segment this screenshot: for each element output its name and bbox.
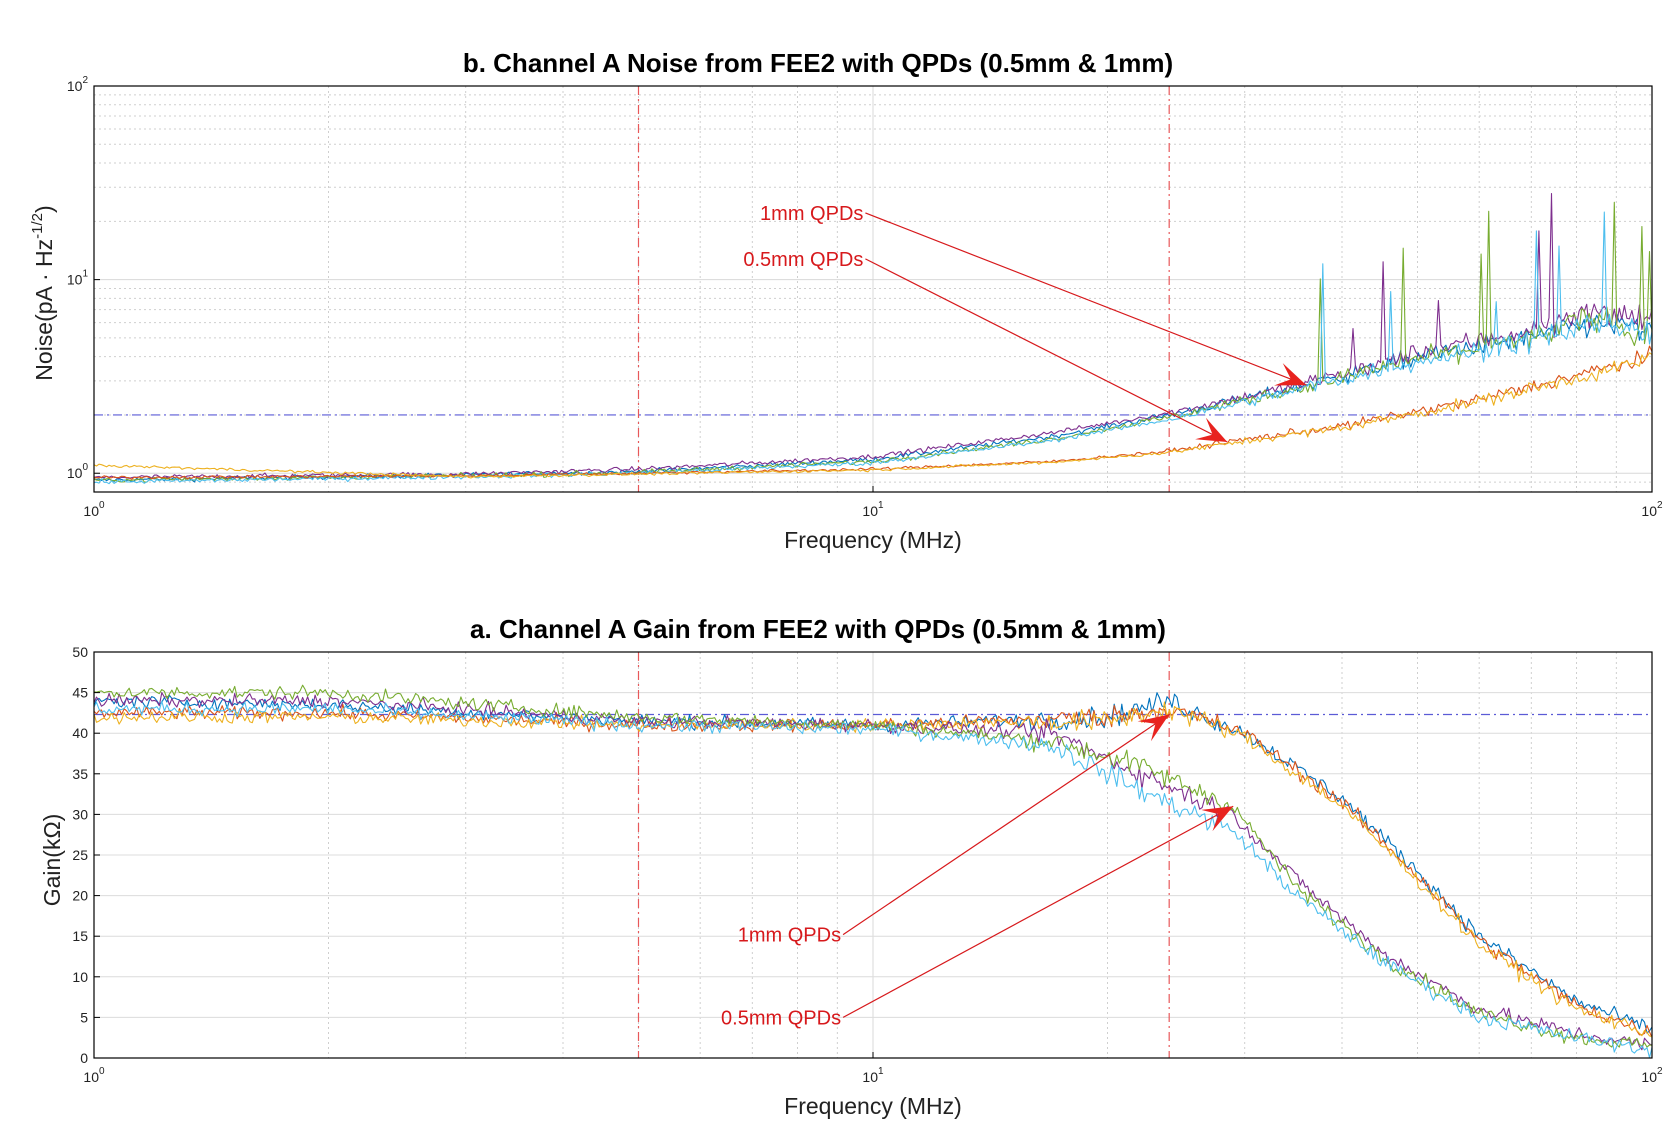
- noise-annotation-arrow-line: [865, 258, 1228, 443]
- gain-annotation-arrow-line: [842, 805, 1234, 1018]
- gain-chart: a. Channel A Gain from FEE2 with QPDs (0…: [39, 614, 1663, 1119]
- gain-series: [93, 684, 1653, 1059]
- noise-series-line-05mm-5: [93, 352, 1653, 479]
- gain-annotation-arrowhead: [1201, 806, 1234, 832]
- noise-x-tick-label: 101: [862, 500, 884, 519]
- gain-x-tick-label: 100: [83, 1066, 105, 1085]
- gain-y-tick-label: 40: [72, 725, 88, 741]
- gain-annotation-label: 0.5mm QPDs: [721, 1007, 841, 1029]
- gain-y-tick-label: 15: [72, 928, 88, 944]
- noise-annotation-arrowhead: [1274, 363, 1307, 386]
- noise-annotation-label: 1mm QPDs: [760, 203, 863, 225]
- noise-annotations: 1mm QPDs 0.5mm QPDs: [743, 203, 1307, 443]
- noise-x-axis-label: Frequency (MHz): [784, 527, 962, 553]
- gain-x-tick-label: 101: [862, 1066, 884, 1085]
- gain-annotation-label: 1mm QPDs: [738, 925, 841, 947]
- gain-series-line-05mm-3: [93, 692, 1653, 1051]
- gain-series-line-05mm-5: [93, 700, 1653, 1059]
- noise-series-line-1mm-3: [93, 211, 1653, 485]
- noise-y-axis-label-end: ): [31, 205, 57, 213]
- gain-series-line-05mm-4: [93, 684, 1653, 1048]
- gain-y-tick-label: 30: [72, 806, 88, 822]
- noise-y-axis-label: Noise(pA · Hz-1/2): [29, 205, 57, 380]
- noise-series-line-05mm-4: [93, 345, 1653, 480]
- noise-grid: [94, 86, 1652, 492]
- noise-annotation-label: 0.5mm QPDs: [743, 249, 863, 271]
- noise-tick-labels: 100 101 102 100 101 102: [67, 75, 1663, 519]
- gain-reference-lines: [94, 652, 1652, 1058]
- gain-y-tick-label: 0: [80, 1050, 88, 1066]
- gain-y-tick-label: 35: [72, 766, 88, 782]
- noise-y-tick-label: 101: [67, 269, 89, 288]
- noise-y-axis-label-sup: -1/2: [29, 213, 46, 239]
- noise-x-tick-label: 102: [1641, 500, 1663, 519]
- noise-chart-title: b. Channel A Noise from FEE2 with QPDs (…: [463, 48, 1173, 78]
- noise-reference-lines: [94, 86, 1652, 492]
- noise-x-tick-label: 100: [83, 500, 105, 519]
- noise-chart: b. Channel A Noise from FEE2 with QPDs (…: [29, 48, 1663, 553]
- gain-grid: [94, 652, 1652, 1058]
- noise-annotation-arrow-line: [865, 212, 1307, 386]
- gain-y-tick-label: 5: [80, 1009, 88, 1025]
- gain-tick-labels: 100 101 102 0 5 10 15 20 25 30 35 40 45 50: [72, 644, 1663, 1085]
- noise-y-tick-label: 100: [67, 462, 89, 481]
- gain-annotation-arrowhead: [1137, 714, 1170, 742]
- noise-y-tick-label: 102: [67, 75, 89, 94]
- gain-y-axis-label: Gain(kΩ): [39, 814, 65, 907]
- noise-annotation-arrowhead: [1195, 417, 1228, 442]
- gain-y-tick-label: 20: [72, 888, 88, 904]
- noise-y-axis-label-main: Noise(pA · Hz: [31, 239, 57, 381]
- gain-annotation-arrow-line: [842, 714, 1170, 936]
- gain-y-tick-label: 45: [72, 685, 88, 701]
- gain-annotations: 1mm QPDs 0.5mm QPDs: [721, 714, 1234, 1029]
- gain-chart-title: a. Channel A Gain from FEE2 with QPDs (0…: [470, 614, 1166, 644]
- gain-y-tick-label: 25: [72, 847, 88, 863]
- gain-y-tick-label: 50: [72, 644, 88, 660]
- gain-x-axis-label: Frequency (MHz): [784, 1093, 962, 1119]
- gain-x-tick-label: 102: [1641, 1066, 1663, 1085]
- noise-series: [93, 193, 1653, 485]
- gain-y-tick-label: 10: [72, 969, 88, 985]
